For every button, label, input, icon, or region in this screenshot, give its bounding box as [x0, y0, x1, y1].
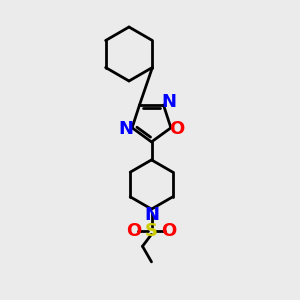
- Text: O: O: [127, 222, 142, 240]
- Text: S: S: [145, 222, 158, 240]
- Text: O: O: [161, 222, 176, 240]
- Text: N: N: [118, 120, 134, 138]
- Text: N: N: [161, 93, 176, 111]
- Text: N: N: [144, 206, 159, 224]
- Text: O: O: [169, 120, 184, 138]
